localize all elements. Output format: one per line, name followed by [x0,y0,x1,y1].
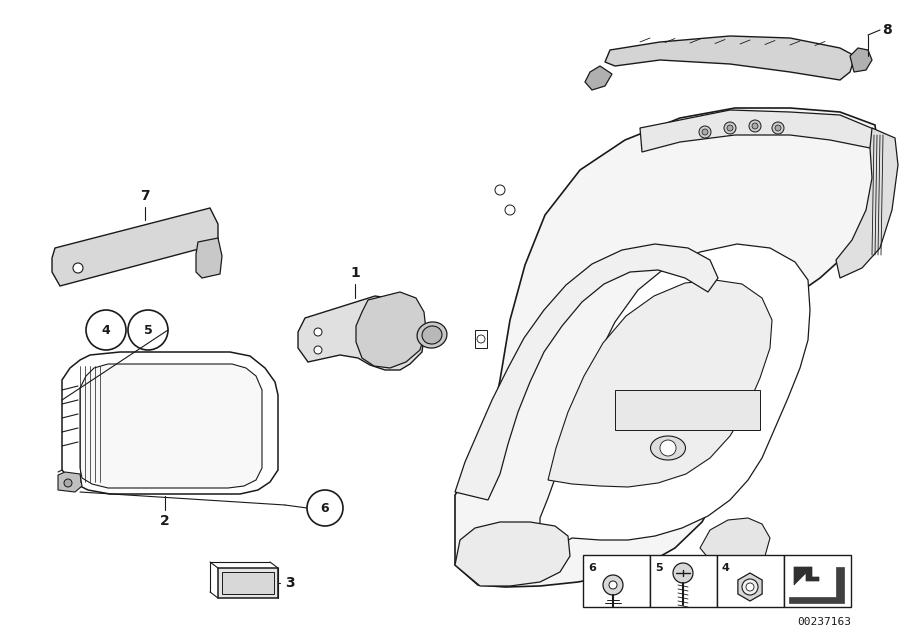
Polygon shape [585,66,612,90]
Polygon shape [222,572,274,594]
Polygon shape [738,573,762,601]
Text: 5: 5 [655,563,662,573]
Circle shape [772,122,784,134]
Polygon shape [80,364,262,488]
Circle shape [660,440,676,456]
Circle shape [724,122,736,134]
Polygon shape [62,352,278,494]
Polygon shape [455,108,878,587]
Text: 3: 3 [285,576,294,590]
Bar [650,555,717,607]
Circle shape [673,563,693,583]
Bar [717,555,784,607]
Polygon shape [196,238,222,278]
Circle shape [749,120,761,132]
Text: 6: 6 [320,502,329,515]
Circle shape [307,490,343,526]
Polygon shape [789,567,844,603]
Polygon shape [356,292,426,368]
Ellipse shape [422,326,442,344]
Circle shape [314,328,322,336]
Ellipse shape [417,322,447,348]
Circle shape [746,583,754,591]
Bar [583,555,650,607]
Polygon shape [605,36,855,80]
Text: 5: 5 [144,324,152,336]
Polygon shape [836,128,898,278]
Circle shape [128,310,168,350]
Polygon shape [52,208,218,286]
Polygon shape [58,472,82,492]
Text: 6: 6 [588,563,596,573]
Polygon shape [298,296,425,370]
Polygon shape [455,244,718,500]
Polygon shape [850,48,872,72]
Text: 4: 4 [102,324,111,336]
Circle shape [752,123,758,129]
Text: 7: 7 [140,189,149,203]
Circle shape [86,310,126,350]
Circle shape [742,579,758,595]
Polygon shape [540,244,810,555]
Bar [784,555,851,607]
Polygon shape [218,568,278,598]
Circle shape [495,185,505,195]
Circle shape [505,205,515,215]
Text: 8: 8 [882,23,892,37]
Text: 4: 4 [722,563,730,573]
Polygon shape [700,518,770,566]
Polygon shape [548,280,772,487]
Text: 00237163: 00237163 [797,617,851,627]
Bar [615,390,760,430]
Circle shape [477,335,485,343]
Text: 2: 2 [160,514,170,528]
Circle shape [699,126,711,138]
Circle shape [727,125,733,131]
Circle shape [64,479,72,487]
Text: 1: 1 [350,266,360,280]
Circle shape [603,575,623,595]
Circle shape [314,346,322,354]
Polygon shape [794,567,819,585]
Circle shape [73,263,83,273]
Circle shape [702,129,708,135]
Polygon shape [640,110,876,152]
Bar [475,330,487,348]
Circle shape [775,125,781,131]
Circle shape [609,581,617,589]
Ellipse shape [651,436,686,460]
Polygon shape [455,522,570,586]
